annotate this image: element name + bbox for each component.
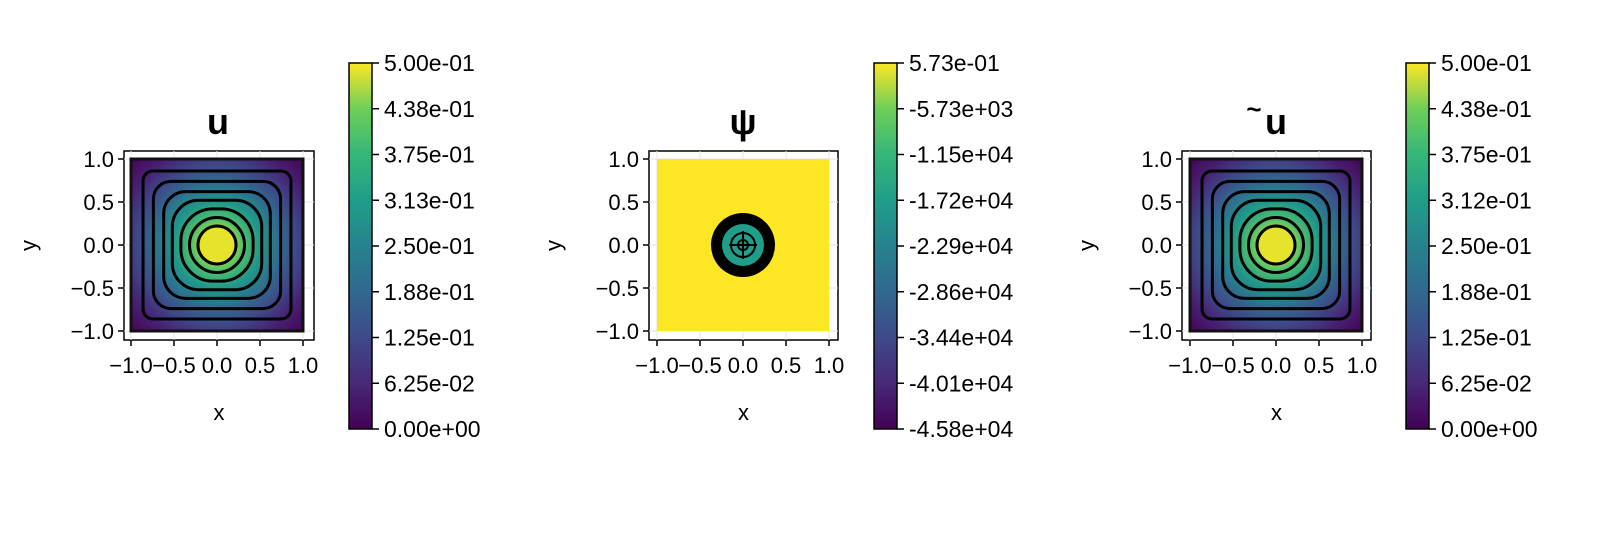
panel-1: −1.0−1.0−0.5−0.50.00.00.50.51.01.0xyu5.0…	[16, 50, 481, 442]
x-axis-label: x	[738, 400, 749, 425]
x-tick-label: 0.0	[1261, 353, 1292, 378]
x-tick-label: 0.0	[202, 353, 233, 378]
colorbar-tick-label: -1.15e+04	[909, 142, 1013, 168]
colorbar-tick-label: -4.58e+04	[909, 416, 1013, 442]
y-tick-label: −1.0	[71, 319, 114, 344]
title-accent: ~	[1246, 94, 1261, 124]
x-tick-label: −1.0	[109, 353, 152, 378]
colorbar-tick-label: 5.00e-01	[384, 50, 475, 76]
contour-line	[196, 224, 238, 266]
contour-line	[141, 169, 293, 321]
colorbar	[348, 62, 373, 430]
contour-line	[1200, 169, 1352, 321]
contour-line	[1210, 179, 1342, 311]
contour-line	[179, 207, 255, 283]
contour-line	[162, 190, 272, 300]
x-tick-label: 0.5	[1304, 353, 1335, 378]
colorbar-tick-label: 4.38e-01	[384, 96, 475, 122]
y-tick-label: 0.5	[608, 190, 639, 215]
x-tick-label: −0.5	[152, 353, 195, 378]
y-tick-label: 1.0	[1141, 147, 1172, 172]
colorbar-tick-label: 6.25e-02	[1441, 370, 1532, 396]
colorbar-tick-label: 2.50e-01	[384, 233, 475, 259]
boundary-contour	[1188, 157, 1364, 333]
colorbar-tick-label: 1.88e-01	[384, 279, 475, 305]
panel-title: u	[1265, 101, 1287, 142]
colorbar-tick-label: 1.25e-01	[1441, 325, 1532, 351]
colorbar-tick-label: -2.29e+04	[909, 233, 1013, 259]
y-axis-label: y	[16, 240, 41, 251]
y-tick-label: 0.5	[83, 190, 114, 215]
colorbar-tick-label: -3.44e+04	[909, 325, 1013, 351]
x-tick-label: 0.5	[245, 353, 276, 378]
colorbar-tick-label: 3.75e-01	[1441, 142, 1532, 168]
contour-line	[1229, 198, 1323, 292]
colorbar-tick-label: 5.00e-01	[1441, 50, 1532, 76]
contour-line	[151, 179, 283, 311]
x-tick-label: −1.0	[1168, 353, 1211, 378]
colorbar-tick-label: -4.01e+04	[909, 370, 1013, 396]
colorbar	[1405, 62, 1430, 430]
colorbar-tick-label: 5.73e-01	[909, 50, 1000, 76]
x-tick-label: 1.0	[814, 353, 845, 378]
colorbar-tick-label: -1.72e+04	[909, 187, 1013, 213]
y-tick-label: −1.0	[1129, 319, 1172, 344]
x-tick-label: 1.0	[1347, 353, 1378, 378]
panel-3: −1.0−1.0−0.5−0.50.00.00.50.51.01.0xy~ u5.…	[1074, 50, 1538, 442]
x-axis-label: x	[1271, 400, 1282, 425]
colorbar-tick-label: 3.75e-01	[384, 142, 475, 168]
y-tick-label: −0.5	[596, 276, 639, 301]
x-tick-label: −1.0	[635, 353, 678, 378]
y-tick-label: 0.0	[1141, 233, 1172, 258]
y-tick-label: 1.0	[608, 147, 639, 172]
colorbar-tick-label: 0.00e+00	[1441, 416, 1538, 442]
contour-line	[1221, 190, 1331, 300]
colorbar-tick-label: 3.13e-01	[384, 187, 475, 213]
contour-line	[1238, 207, 1314, 283]
y-tick-label: 0.0	[83, 233, 114, 258]
colorbar-tick-label: 4.38e-01	[1441, 96, 1532, 122]
colorbar-tick-label: 1.88e-01	[1441, 279, 1532, 305]
y-tick-label: 0.0	[608, 233, 639, 258]
x-tick-label: −0.5	[1211, 353, 1254, 378]
colorbar-tick-label: 3.12e-01	[1441, 187, 1532, 213]
colorbar-tick-label: 6.25e-02	[384, 370, 475, 396]
contour-line	[1246, 215, 1306, 275]
x-tick-label: 0.5	[771, 353, 802, 378]
y-tick-label: 1.0	[83, 147, 114, 172]
x-tick-label: 1.0	[288, 353, 319, 378]
contour-line	[1255, 224, 1297, 266]
x-tick-label: 0.0	[728, 353, 759, 378]
y-tick-label: −1.0	[596, 319, 639, 344]
y-tick-label: −0.5	[71, 276, 114, 301]
y-tick-label: −0.5	[1129, 276, 1172, 301]
colorbar-tick-label: 2.50e-01	[1441, 233, 1532, 259]
panel-title: u	[207, 101, 229, 142]
panel-2: −1.0−1.0−0.5−0.50.00.00.50.51.01.0xyψ5.7…	[541, 50, 1013, 442]
panel-title: ψ	[729, 101, 756, 142]
y-axis-label: y	[1074, 240, 1099, 251]
x-tick-label: −0.5	[678, 353, 721, 378]
colorbar-tick-label: -5.73e+03	[909, 96, 1013, 122]
colorbar-tick-label: -2.86e+04	[909, 279, 1013, 305]
y-axis-label: y	[541, 240, 566, 251]
contour-line	[170, 198, 264, 292]
colorbar-tick-label: 1.25e-01	[384, 325, 475, 351]
colorbar	[873, 62, 898, 430]
y-tick-label: 0.5	[1141, 190, 1172, 215]
contour-line	[187, 215, 247, 275]
x-axis-label: x	[214, 400, 225, 425]
boundary-contour	[129, 157, 305, 333]
colorbar-tick-label: 0.00e+00	[384, 416, 481, 442]
